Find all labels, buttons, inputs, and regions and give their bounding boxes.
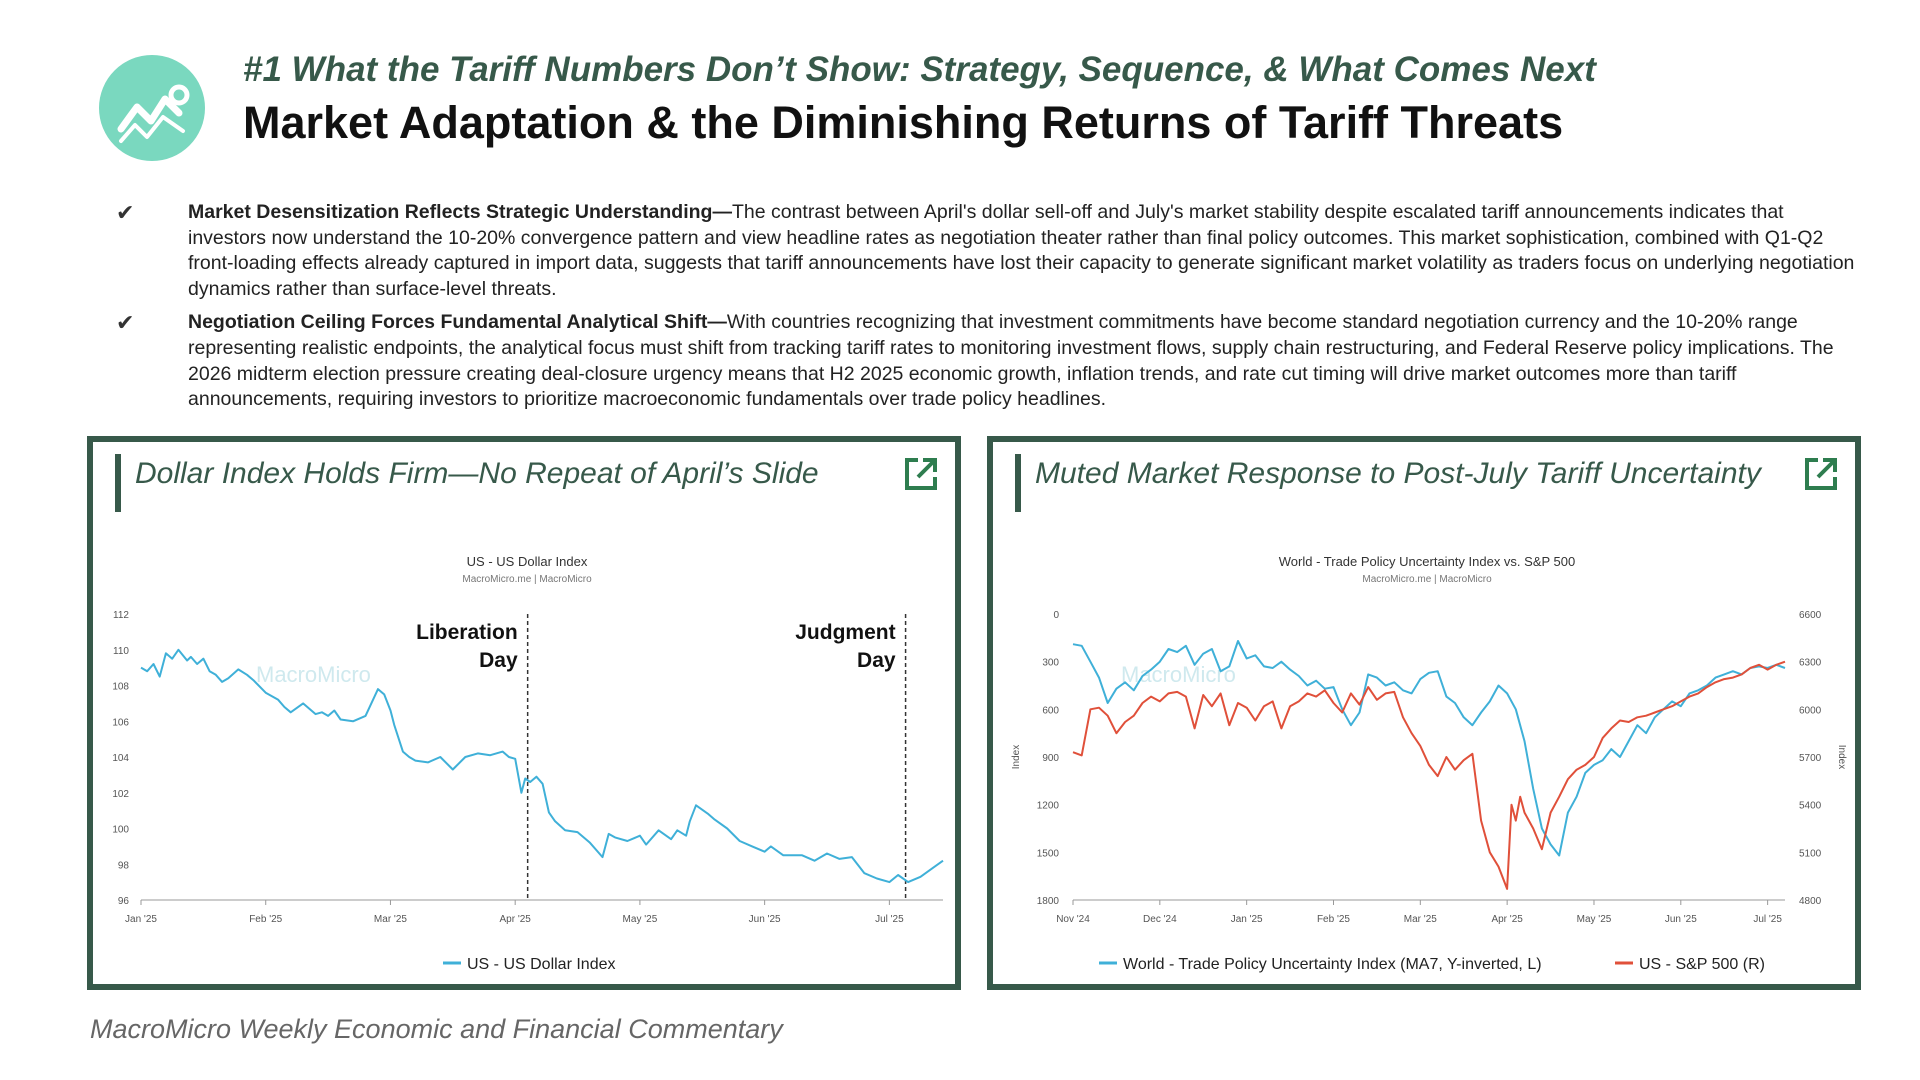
chart-subtitle: MacroMicro.me | MacroMicro bbox=[462, 574, 592, 585]
left-y-tick-label: 900 bbox=[1042, 753, 1059, 764]
left-y-tick-label: 1800 bbox=[1037, 896, 1060, 907]
right-y-tick-label: 6300 bbox=[1799, 658, 1822, 669]
y-tick-label: 102 bbox=[112, 789, 129, 800]
x-tick-label: May '25 bbox=[1577, 914, 1612, 925]
y-tick-label: 112 bbox=[113, 610, 129, 621]
left-y-tick-label: 1500 bbox=[1037, 848, 1060, 859]
left-y-tick-label: 0 bbox=[1053, 610, 1059, 621]
external-link-icon[interactable] bbox=[901, 454, 941, 494]
right-y-tick-label: 4800 bbox=[1799, 896, 1822, 907]
y-tick-label: 100 bbox=[112, 825, 129, 836]
y-tick-label: 98 bbox=[118, 860, 130, 871]
annotation-label: Day bbox=[857, 649, 896, 672]
x-tick-label: Jun '25 bbox=[749, 914, 781, 925]
y-tick-label: 106 bbox=[112, 717, 129, 728]
series-line-trade-policy-uncertainty bbox=[1072, 640, 1786, 857]
x-tick-label: Feb '25 bbox=[249, 914, 282, 925]
x-tick-label: Jan '25 bbox=[125, 914, 157, 925]
y-tick-label: 108 bbox=[112, 682, 129, 693]
right-axis-label: Index bbox=[1836, 745, 1847, 769]
left-y-tick-label: 300 bbox=[1042, 658, 1059, 669]
right-y-tick-label: 5400 bbox=[1799, 801, 1822, 812]
footer-note: MacroMicro Weekly Economic and Financial… bbox=[90, 1014, 783, 1044]
page-kicker: #1 What the Tariff Numbers Don’t Show: S… bbox=[243, 50, 1596, 89]
bullet-heading: Market Desensitization Reflects Strategi… bbox=[188, 201, 732, 223]
right-y-tick-label: 6000 bbox=[1799, 705, 1822, 716]
dollar-index-panel: Dollar Index Holds Firm—No Repeat of Apr… bbox=[87, 436, 961, 990]
x-tick-label: Mar '25 bbox=[1404, 914, 1437, 925]
series-line-dollar-index bbox=[140, 648, 944, 884]
x-tick-label: Dec '24 bbox=[1143, 914, 1177, 925]
x-tick-label: Mar '25 bbox=[374, 914, 407, 925]
y-tick-label: 104 bbox=[112, 753, 129, 764]
y-tick-label: 96 bbox=[118, 896, 130, 907]
series-line-sp500 bbox=[1072, 660, 1786, 890]
bullet-heading: Negotiation Ceiling Forces Fundamental A… bbox=[188, 311, 727, 334]
chart-subtitle: MacroMicro.me | MacroMicro bbox=[1362, 574, 1492, 585]
right-y-tick-label: 5700 bbox=[1799, 753, 1822, 764]
annotation-label: Judgment bbox=[795, 621, 895, 644]
panel-title: Dollar Index Holds Firm—No Repeat of Apr… bbox=[115, 454, 819, 512]
external-link-icon[interactable] bbox=[1801, 454, 1841, 494]
chart-title: World - Trade Policy Uncertainty Index v… bbox=[1279, 554, 1576, 569]
bullet-item: ✔ Negotiation Ceiling Forces Fundamental… bbox=[116, 310, 1856, 412]
check-icon: ✔ bbox=[116, 310, 135, 336]
annotation-label: Day bbox=[479, 649, 518, 672]
x-tick-label: Feb '25 bbox=[1317, 914, 1350, 925]
bullet-text: With countries recognizing that investme… bbox=[188, 311, 1834, 411]
x-tick-label: May '25 bbox=[623, 914, 658, 925]
left-y-tick-label: 1200 bbox=[1037, 801, 1060, 812]
legend-label: US - S&P 500 (R) bbox=[1639, 956, 1765, 973]
panel-title: Muted Market Response to Post-July Tarif… bbox=[1015, 454, 1761, 512]
x-tick-label: Jul '25 bbox=[875, 914, 904, 925]
legend-label: World - Trade Policy Uncertainty Index (… bbox=[1123, 956, 1542, 973]
chart-title: US - US Dollar Index bbox=[467, 554, 588, 569]
x-tick-label: Jan '25 bbox=[1231, 914, 1263, 925]
x-tick-label: Apr '25 bbox=[1491, 914, 1523, 925]
x-tick-label: Jul '25 bbox=[1753, 914, 1782, 925]
x-tick-label: Jun '25 bbox=[1665, 914, 1697, 925]
bullet-text: The contrast between April's dollar sell… bbox=[188, 201, 1855, 300]
dollar-index-chart: US - US Dollar Index MacroMicro.me | Macr… bbox=[112, 554, 944, 973]
right-y-tick-label: 5100 bbox=[1799, 848, 1822, 859]
left-y-tick-label: 600 bbox=[1042, 705, 1059, 716]
check-icon: ✔ bbox=[116, 200, 135, 225]
annotation-label: Liberation bbox=[416, 621, 518, 644]
page-title: Market Adaptation & the Diminishing Retu… bbox=[243, 97, 1564, 148]
bullet-item: ✔ Market Desensitization Reflects Strate… bbox=[116, 200, 1856, 302]
x-tick-label: Nov '24 bbox=[1056, 914, 1090, 925]
watermark: MacroMicro bbox=[1121, 662, 1236, 687]
left-axis-label: Index bbox=[1011, 745, 1022, 769]
tpu-vs-sp500-panel: Muted Market Response to Post-July Tarif… bbox=[987, 436, 1861, 990]
y-tick-label: 110 bbox=[113, 646, 129, 657]
legend-label: US - US Dollar Index bbox=[467, 956, 616, 973]
right-y-tick-label: 6600 bbox=[1799, 610, 1822, 621]
bullet-list: ✔ Market Desensitization Reflects Strate… bbox=[116, 200, 1856, 421]
tpu-vs-sp500-chart: World - Trade Policy Uncertainty Index v… bbox=[1011, 554, 1847, 973]
chart-trend-icon bbox=[99, 55, 205, 161]
x-tick-label: Apr '25 bbox=[499, 914, 531, 925]
watermark: MacroMicro bbox=[256, 662, 371, 687]
